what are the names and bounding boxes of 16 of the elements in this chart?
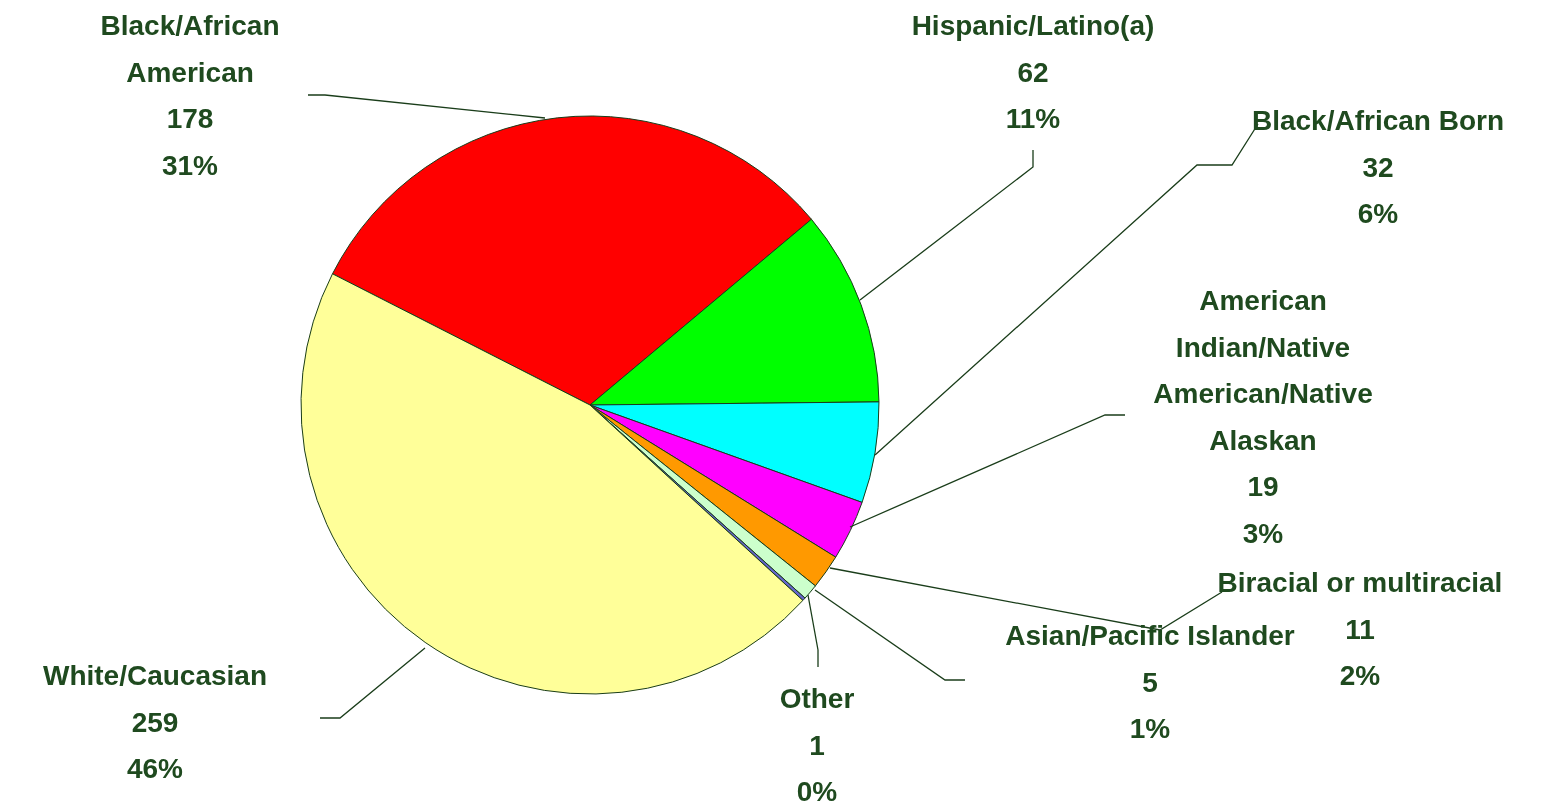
slice-label: White/Caucasian	[42, 660, 268, 691]
slice-label: American Indian/Native American/Native Alaskan	[1153, 285, 1373, 456]
slice-label: Biracial or multiracial	[1217, 567, 1503, 598]
slice-label: Other	[779, 683, 855, 714]
data-label: 62 11%	[1005, 56, 1061, 134]
slice-label: Asian/Pacific Islander	[1005, 620, 1295, 651]
data-label: 19 3%	[1242, 471, 1284, 549]
slice-label: Hispanic/Latino(a)	[911, 10, 1155, 41]
data-label: 32 6%	[1357, 151, 1399, 229]
data-label: 178 31%	[161, 103, 219, 181]
data-label: 1 0%	[796, 729, 838, 806]
slice-label: Black/African Born	[1251, 105, 1505, 136]
data-label: 11 2%	[1339, 613, 1381, 691]
data-label: 259 46%	[126, 706, 184, 784]
slice-label: Black/African American	[100, 10, 280, 88]
data-label: 5 1%	[1129, 666, 1171, 744]
